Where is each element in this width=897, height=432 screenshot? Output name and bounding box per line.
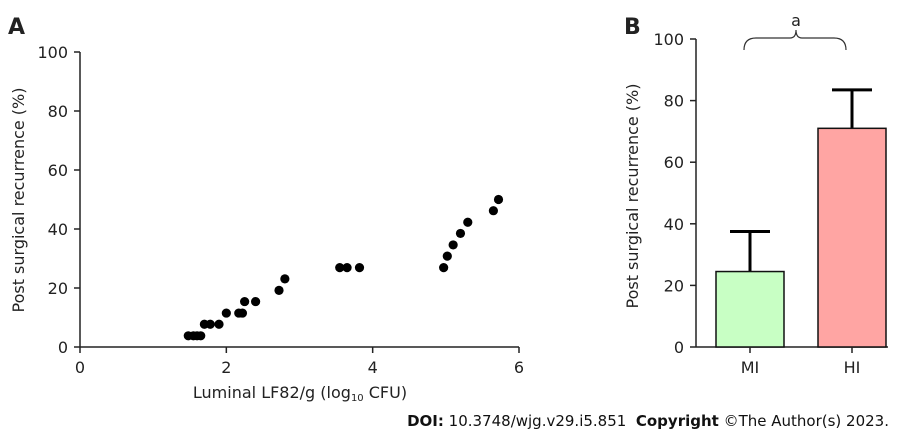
scatter-point — [342, 263, 352, 273]
panel-a-y-tick-label: 40 — [48, 220, 68, 239]
panel-b-y-tick-label: 80 — [664, 92, 684, 111]
scatter-point — [439, 263, 449, 273]
scatter-point — [214, 319, 224, 329]
panel-a-label: A — [8, 15, 25, 40]
scatter-point — [448, 240, 458, 250]
panel-b-y-axis-title: Post surgical recurrence (%) — [623, 84, 642, 309]
significance-bracket — [743, 29, 847, 51]
doi-value: 10.3748/wjg.v29.i5.851 — [443, 412, 627, 430]
panel-b-y-tick-label: 100 — [653, 30, 684, 49]
scatter-point — [237, 308, 248, 318]
panel-a-y-tick-label: 80 — [48, 102, 68, 121]
scatter-point — [463, 217, 473, 227]
panel-b-y-tick-label: 0 — [674, 338, 684, 357]
doi-label: DOI: — [407, 412, 444, 430]
panel-a-x-tick-label: 0 — [75, 358, 85, 377]
scatter-point — [221, 308, 231, 318]
panel-b-x-tick-label: MI — [741, 358, 760, 377]
panel-a-x-tick-label: 6 — [514, 358, 524, 377]
panel-b-x-tick-label: HI — [844, 358, 861, 377]
panel-b-y-tick-label: 20 — [664, 276, 684, 295]
panel-a-x-axis-title-main: Luminal LF82/g (log — [193, 383, 351, 402]
copyright-value: ©The Author(s) 2023. — [718, 412, 889, 430]
scatter-point — [335, 263, 345, 273]
citation-footer: DOI: 10.3748/wjg.v29.i5.851 Copyright ©T… — [407, 412, 889, 430]
panel-a-x-axis-title: Luminal LF82/g (log10 CFU) — [193, 383, 407, 404]
panel-b-label: B — [624, 15, 641, 40]
panel-a-plot: 0 20 40 60 80 100 0 2 4 6 Post surgical recurren… — [9, 43, 524, 404]
panel-b-y-tick-label: 40 — [664, 215, 684, 234]
panel-a-y-tick-label: 20 — [48, 279, 68, 298]
panel-a-y-tick-label: 60 — [48, 161, 68, 180]
panel-a-x-tick-label: 2 — [221, 358, 231, 377]
scatter-point — [442, 251, 452, 261]
copyright-label: Copyright — [635, 412, 719, 430]
scatter-point — [196, 331, 206, 341]
scatter-point — [488, 206, 498, 216]
panel-a-x-axis-title-unit: CFU) — [364, 383, 407, 402]
bar-hi — [817, 127, 887, 348]
scatter-point — [251, 296, 261, 307]
panel-a-y-tick-label: 100 — [37, 43, 68, 62]
panel-a-x-axis-title-subscript: 10 — [351, 393, 364, 404]
panel-a-y-axis-title: Post surgical recurrence (%) — [9, 88, 28, 313]
scatter-point — [240, 296, 250, 307]
panel-b-plot: 0 20 40 60 80 100 MI HI a Post surgical recurr… — [623, 11, 888, 377]
panel-a-y-tick-label: 0 — [58, 338, 68, 357]
scatter-point — [455, 228, 466, 239]
scatter-point — [280, 274, 290, 284]
scatter-point — [205, 319, 215, 329]
panel-b-y-tick-label: 60 — [664, 153, 684, 172]
panel-a-x-tick-label: 4 — [368, 358, 378, 377]
bar-mi — [715, 270, 785, 348]
significance-marker: a — [791, 11, 801, 30]
scatter-point — [354, 263, 365, 273]
scatter-point — [493, 194, 504, 205]
scatter-point — [274, 285, 284, 295]
